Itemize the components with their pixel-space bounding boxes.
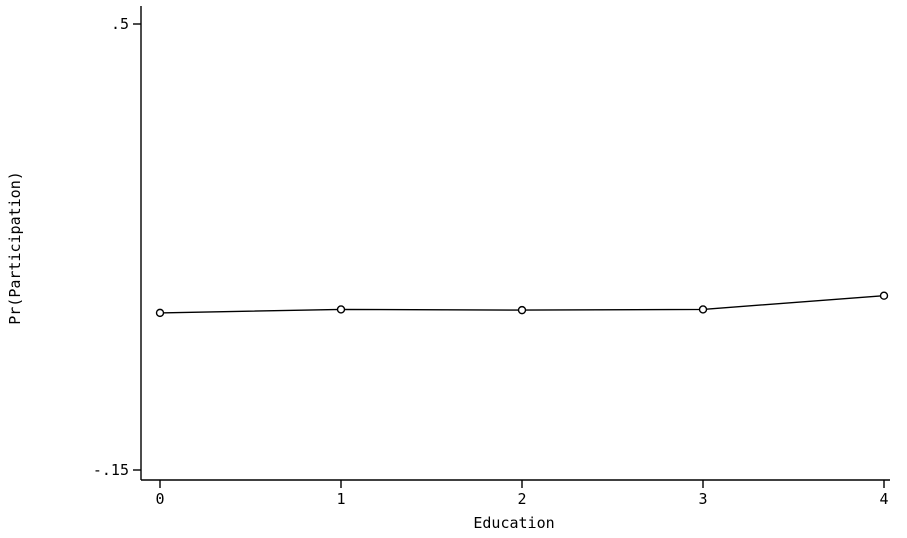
x-tick-label: 2	[517, 490, 526, 508]
tick-marks	[133, 23, 885, 488]
data-point	[155, 308, 165, 318]
x-tick-label: 3	[698, 490, 707, 508]
tick-labels: .5 -.15 0 1 2 3 4	[93, 15, 889, 508]
data-point	[879, 291, 889, 300]
axes	[140, 6, 890, 481]
data-point	[517, 305, 527, 315]
data-point	[698, 305, 708, 314]
x-tick-label: 0	[155, 490, 164, 508]
data-point	[336, 305, 346, 314]
x-tick-label: 4	[879, 490, 888, 508]
series-layer	[155, 291, 889, 318]
x-axis-label: Education	[473, 514, 554, 532]
x-tick-label: 1	[336, 490, 345, 508]
y-tick-label: .5	[111, 15, 129, 33]
y-tick-label: -.15	[93, 461, 129, 479]
y-axis-label: Pr(Participation)	[6, 171, 24, 325]
